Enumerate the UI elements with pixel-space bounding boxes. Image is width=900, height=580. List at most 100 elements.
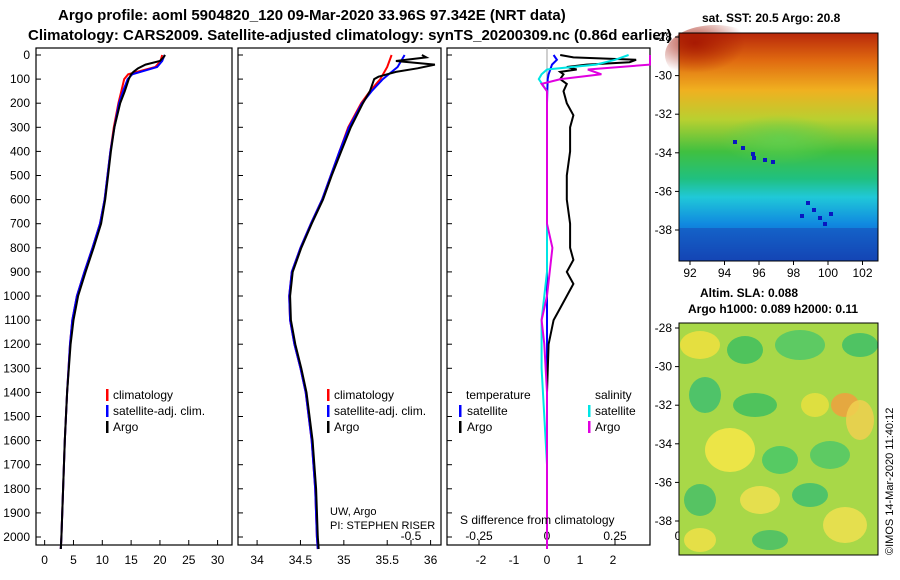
- legend-climatology-label: climatology: [113, 388, 173, 402]
- lon-tick-label: 102: [852, 266, 872, 280]
- x-tick-label: 30: [211, 553, 225, 567]
- salinity-profile-plot: 34 34.5 35 35.5 36: [250, 54, 438, 567]
- series-line-temperature-satellite: [546, 54, 559, 549]
- sst-green-patch: [720, 115, 840, 165]
- sla-patch: [810, 441, 850, 469]
- sla-patch: [689, 377, 721, 413]
- sla-label-2: Argo h1000: 0.089 h2000: 0.11: [688, 302, 858, 316]
- lat-tick-label: -34: [655, 437, 673, 451]
- series-line-climatology: [288, 54, 393, 550]
- sla-patch: [752, 530, 788, 550]
- legend-argo-swatch: [106, 421, 109, 433]
- sla-patch: [762, 446, 798, 474]
- depth-tick-label: 1800: [3, 482, 30, 496]
- depth-tick-label: 1900: [3, 506, 30, 520]
- imos-watermark: ©IMOS 14-Mar-2020 11:40:12: [884, 408, 896, 555]
- legend-temperature: climatology satellite-adj. clim. Argo: [106, 388, 205, 434]
- lat-tick-label: -36: [655, 475, 673, 489]
- series-line-argo: [289, 54, 436, 550]
- x-tick-label: 15: [124, 553, 138, 567]
- depth-tick-label: 400: [10, 144, 30, 158]
- lat-tick-label: -38: [655, 514, 673, 528]
- depth-tick-label: 1200: [3, 337, 30, 351]
- depth-tick-label: 1300: [3, 361, 30, 375]
- lat-tick-label: -30: [655, 360, 673, 374]
- sst-map-label: sat. SST: 20.5 Argo: 20.8: [702, 11, 841, 25]
- sla-patch: [705, 428, 755, 472]
- credit-line-2: PI: STEPHEN RISER: [330, 520, 435, 532]
- credit-line-1: UW, Argo: [330, 506, 376, 518]
- legend-difference: temperature satellite Argo salinity sate…: [459, 388, 636, 527]
- sst-cloud-pixels: [679, 140, 878, 261]
- cloud-pixel: [763, 158, 767, 162]
- legend-temp-argo-swatch: [459, 421, 462, 433]
- cloud-pixel: [823, 222, 827, 226]
- sla-map: Altim. SLA: 0.088 Argo h1000: 0.089 h200…: [655, 286, 879, 556]
- salinity-diff-tick-label: -0.25: [465, 529, 493, 543]
- x-tick-label: 34.5: [289, 553, 313, 567]
- sst-warm-patch: [665, 25, 765, 85]
- depth-tick-label: 300: [10, 120, 30, 134]
- x-tick-label: 35: [337, 553, 351, 567]
- sst-lon-ticks: 92 94 96 98 100 102: [683, 261, 873, 280]
- salinity-diff-tick-label: 0.25: [603, 529, 627, 543]
- depth-tick-label: 1500: [3, 410, 30, 424]
- sla-patch: [740, 486, 780, 514]
- lat-tick-label: -28: [655, 321, 673, 335]
- lat-tick-label: -32: [655, 107, 673, 121]
- depth-axis: 0 100 200 300 400 500 600 700 800 900 1000 1100 1200…: [3, 48, 452, 544]
- lon-tick-label: 98: [787, 266, 801, 280]
- sst-map: sat. SST: 20.5 Argo: 20.8 -28 -30 -32 -34 -3…: [655, 11, 879, 280]
- difference-panel-frame: [446, 47, 651, 546]
- sla-patch: [733, 393, 777, 417]
- depth-tick-label: 200: [10, 96, 30, 110]
- cloud-pixel: [771, 160, 775, 164]
- legend-satellite-swatch: [327, 405, 330, 417]
- header-line-1: Argo profile: aoml 5904820_120 09-Mar-20…: [58, 7, 566, 24]
- x-tick-label: 36: [424, 553, 438, 567]
- temperature-diff-tick-label: -1: [509, 553, 520, 567]
- legend-sal-argo-swatch: [588, 421, 591, 433]
- lat-tick-label: -38: [655, 223, 673, 237]
- lon-tick-label: 94: [718, 266, 732, 280]
- legend-argo-swatch: [327, 421, 330, 433]
- depth-tick-label: 800: [10, 241, 30, 255]
- depth-tick-label: 1100: [4, 313, 30, 327]
- x-tick-label: 35.5: [376, 553, 400, 567]
- x-tick-label: 10: [96, 553, 110, 567]
- legend-satellite-swatch: [106, 405, 109, 417]
- depth-tick-label: 2000: [3, 530, 30, 544]
- sla-patch: [775, 330, 825, 360]
- lat-tick-label: -34: [655, 146, 673, 160]
- legend-argo-label: Argo: [334, 420, 360, 434]
- temperature-diff-tick-label: -2: [476, 553, 487, 567]
- difference-axis-title: S difference from climatology: [460, 513, 615, 527]
- sst-lat-ticks: -28 -30 -32 -34 -36 -38: [655, 30, 679, 237]
- sla-label-1: Altim. SLA: 0.088: [700, 286, 798, 300]
- legend-salinity: climatology satellite-adj. clim. Argo UW…: [327, 388, 435, 532]
- salinity-diff-tick-label: -0.5: [401, 529, 422, 543]
- cloud-pixel: [818, 216, 822, 220]
- temperature-diff-tick-label: 0: [544, 553, 551, 567]
- x-tick-label: 34: [250, 553, 264, 567]
- lat-tick-label: -28: [655, 30, 673, 44]
- x-tick-label: 20: [153, 553, 167, 567]
- depth-tick-label: 1000: [3, 289, 30, 303]
- x-tick-label: 25: [182, 553, 196, 567]
- legend-salinity-heading: salinity: [595, 388, 632, 402]
- cloud-pixel: [806, 201, 810, 205]
- cloud-pixel: [812, 208, 816, 212]
- legend-climatology-label: climatology: [334, 388, 394, 402]
- cloud-pixel: [733, 140, 737, 144]
- legend-climatology-swatch: [327, 389, 330, 401]
- temperature-diff-tick-label: 2: [610, 553, 617, 567]
- depth-tick-label: 500: [10, 169, 30, 183]
- lat-tick-label: -30: [655, 69, 673, 83]
- cloud-pixel: [752, 156, 756, 160]
- depth-tick-label: 700: [10, 217, 30, 231]
- x-tick-label: 0: [41, 553, 48, 567]
- legend-sal-argo-label: Argo: [595, 420, 621, 434]
- series-line-argo: [59, 54, 166, 550]
- legend-temp-argo-label: Argo: [467, 420, 493, 434]
- legend-temperature-heading: temperature: [466, 388, 531, 402]
